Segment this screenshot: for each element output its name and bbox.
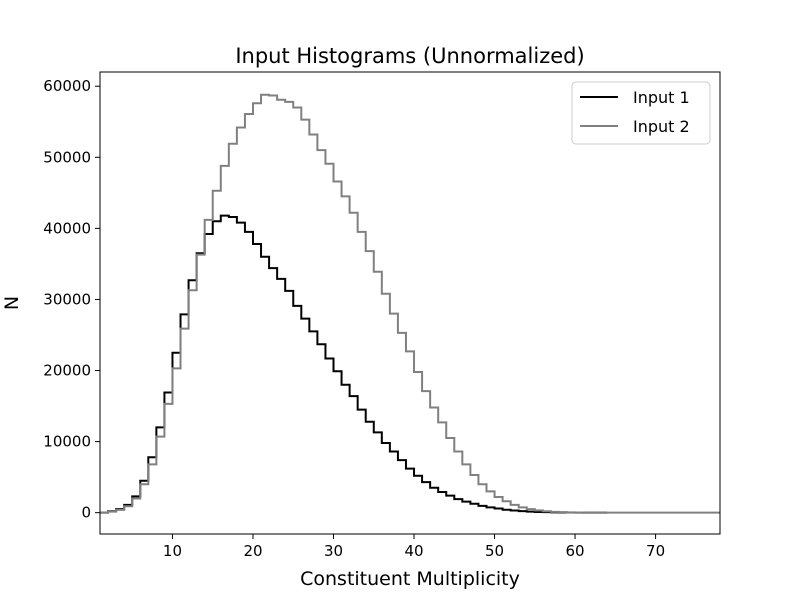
x-tick-label: 70	[646, 542, 665, 560]
y-tick-label: 0	[81, 504, 91, 522]
y-axis-label: N	[1, 296, 23, 310]
x-tick-label: 20	[243, 542, 262, 560]
plot-area	[100, 93, 720, 514]
legend: Input 1 Input 2	[571, 81, 711, 145]
x-tick-label: 10	[163, 542, 182, 560]
legend-label-input-2: Input 2	[633, 117, 690, 136]
x-axis-label: Constituent Multiplicity	[300, 568, 520, 590]
chart-title: Input Histograms (Unnormalized)	[235, 44, 584, 68]
y-tick-label: 40000	[43, 219, 91, 237]
x-tick-label: 40	[404, 542, 423, 560]
y-tick-label: 60000	[43, 77, 91, 95]
series-layer	[100, 93, 720, 514]
y-tick-label: 30000	[43, 290, 91, 308]
y-tick-label: 10000	[43, 433, 91, 451]
x-tick-label: 30	[324, 542, 343, 560]
y-tick-label: 20000	[43, 362, 91, 380]
y-axis: 0 10000 20000 30000 40000 50000 60000	[43, 77, 100, 522]
x-axis: 10 20 30 40 50 60 70	[163, 534, 665, 560]
series-line-input-1	[100, 214, 608, 514]
x-tick-label: 60	[566, 542, 585, 560]
series-line-input-2	[100, 93, 720, 514]
x-tick-label: 50	[485, 542, 504, 560]
plot-frame	[99, 71, 721, 535]
y-tick-label: 50000	[43, 148, 91, 166]
legend-label-input-1: Input 1	[633, 88, 690, 107]
